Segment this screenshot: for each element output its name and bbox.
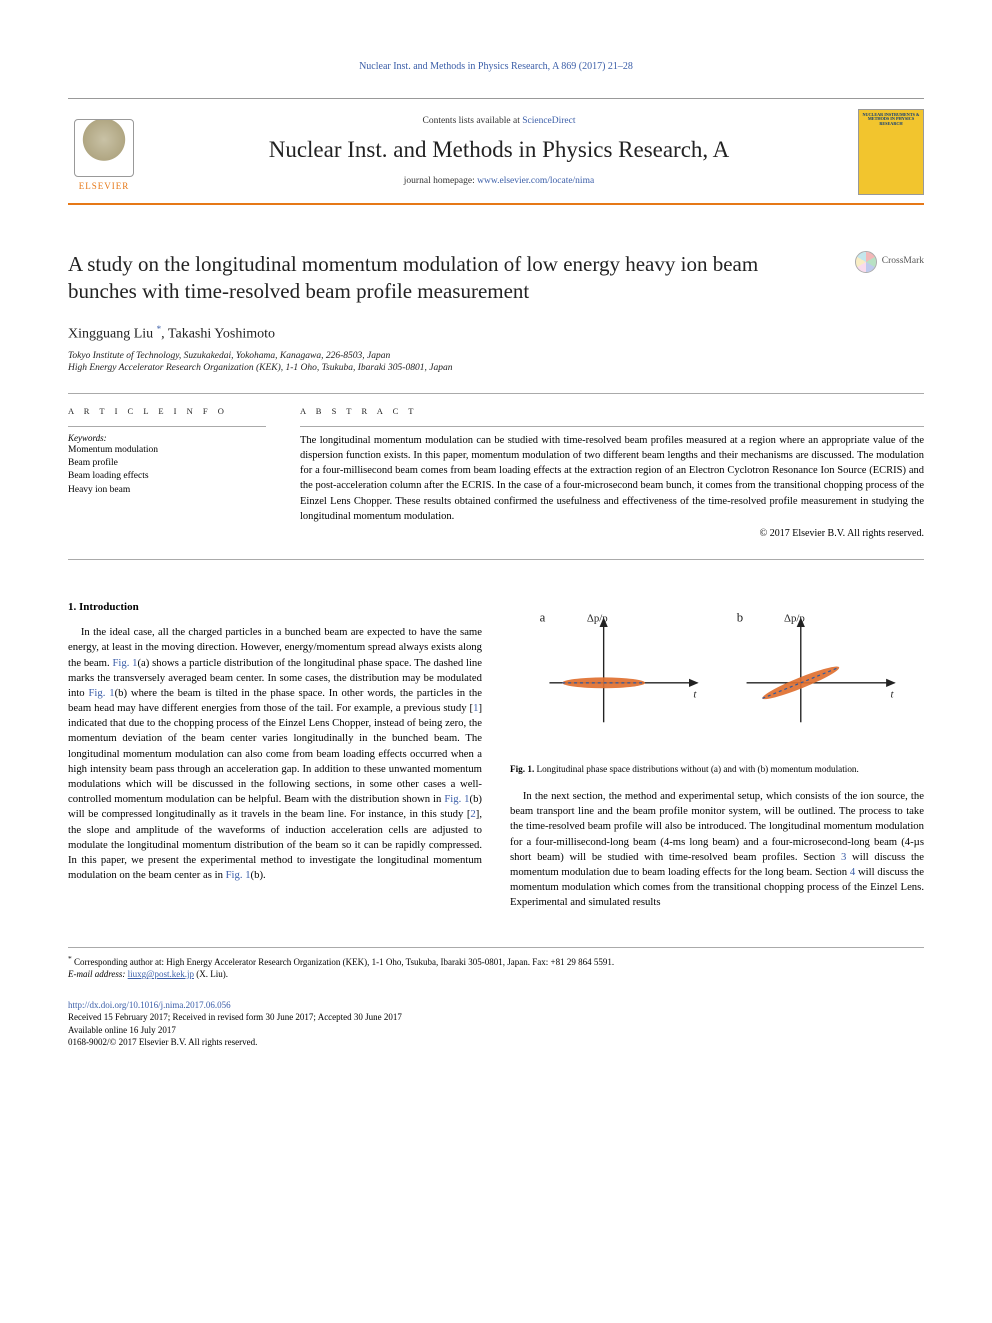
- x-axis-label-b: t: [890, 688, 894, 700]
- footnotes: * Corresponding author at: High Energy A…: [68, 947, 924, 981]
- article-info-label: A R T I C L E I N F O: [68, 406, 266, 417]
- authors-line: Xingguang Liu *, Takashi Yoshimoto: [68, 323, 924, 345]
- masthead-center: Contents lists available at ScienceDirec…: [154, 115, 844, 188]
- abstract-block: A B S T R A C T The longitudinal momentu…: [300, 406, 924, 540]
- doi-block: http://dx.doi.org/10.1016/j.nima.2017.06…: [68, 999, 924, 1049]
- article-info-block: A R T I C L E I N F O Keywords: Momentum…: [68, 406, 266, 540]
- crossmark-label: CrossMark: [882, 255, 924, 268]
- keyword: Momentum modulation: [68, 444, 266, 457]
- right-column: a Δp/p t b Δp/p t Fig. 1. Fig. 1.: [510, 600, 924, 911]
- sciencedirect-link[interactable]: ScienceDirect: [522, 116, 575, 126]
- keyword: Beam profile: [68, 457, 266, 470]
- email-link[interactable]: liuxg@post.kek.jp: [128, 969, 194, 979]
- figure-1: a Δp/p t b Δp/p t Fig. 1. Fig. 1.: [510, 604, 924, 775]
- keywords-list: Momentum modulation Beam profile Beam lo…: [68, 444, 266, 497]
- corresponding-footnote: * Corresponding author at: High Energy A…: [68, 954, 924, 969]
- fig1-link[interactable]: Fig. 1: [444, 793, 469, 805]
- keywords-label: Keywords:: [68, 426, 266, 444]
- divider: [68, 393, 924, 394]
- affiliations: Tokyo Institute of Technology, Suzukaked…: [68, 350, 924, 376]
- journal-cover-thumb: NUCLEAR INSTRUMENTS & METHODS IN PHYSICS…: [858, 109, 924, 195]
- running-header: Nuclear Inst. and Methods in Physics Res…: [68, 60, 924, 74]
- journal-masthead: ELSEVIER Contents lists available at Sci…: [68, 98, 924, 205]
- contents-line: Contents lists available at ScienceDirec…: [154, 115, 844, 128]
- fig1-link[interactable]: Fig. 1: [112, 657, 137, 669]
- figure-1-svg: a Δp/p t b Δp/p t: [510, 604, 924, 752]
- author-2: Takashi Yoshimoto: [168, 327, 275, 342]
- divider: [68, 559, 924, 560]
- journal-homepage-line: journal homepage: www.elsevier.com/locat…: [154, 175, 844, 188]
- intro-paragraph: In the ideal case, all the charged parti…: [68, 625, 482, 883]
- fig1-link[interactable]: Fig. 1: [88, 687, 114, 699]
- x-axis-label-a: t: [693, 688, 697, 700]
- col2-paragraph: In the next section, the method and expe…: [510, 789, 924, 911]
- crossmark-icon: [855, 251, 877, 273]
- body-columns: 1. Introduction In the ideal case, all t…: [68, 600, 924, 911]
- corresponding-marker: *: [157, 324, 162, 334]
- received-line: Received 15 February 2017; Received in r…: [68, 1011, 924, 1024]
- citation-text: Nuclear Inst. and Methods in Physics Res…: [359, 61, 633, 72]
- info-abstract-row: A R T I C L E I N F O Keywords: Momentum…: [68, 406, 924, 540]
- fig1-link[interactable]: Fig. 1: [226, 869, 251, 881]
- crossmark-badge[interactable]: CrossMark: [855, 251, 924, 273]
- elsevier-logo: ELSEVIER: [68, 111, 140, 193]
- panel-a-label: a: [540, 610, 546, 624]
- journal-title: Nuclear Inst. and Methods in Physics Res…: [154, 134, 844, 165]
- affiliation-2: High Energy Accelerator Research Organiz…: [68, 362, 924, 375]
- elsevier-tree-icon: [74, 119, 134, 177]
- keyword: Beam loading effects: [68, 470, 266, 483]
- abstract-copyright: © 2017 Elsevier B.V. All rights reserved…: [300, 527, 924, 541]
- author-1: Xingguang Liu: [68, 327, 153, 342]
- abstract-label: A B S T R A C T: [300, 406, 924, 417]
- figure-1-caption: Fig. 1. Fig. 1. Longitudinal phase space…: [510, 763, 924, 775]
- panel-b-label: b: [737, 610, 743, 624]
- keyword: Heavy ion beam: [68, 484, 266, 497]
- online-line: Available online 16 July 2017: [68, 1024, 924, 1037]
- issn-line: 0168-9002/© 2017 Elsevier B.V. All right…: [68, 1036, 924, 1049]
- left-column: 1. Introduction In the ideal case, all t…: [68, 600, 482, 911]
- intro-heading: 1. Introduction: [68, 600, 482, 616]
- y-axis-label-a: Δp/p: [587, 612, 608, 624]
- abstract-text: The longitudinal momentum modulation can…: [300, 426, 924, 524]
- journal-homepage-link[interactable]: www.elsevier.com/locate/nima: [477, 176, 594, 186]
- y-axis-label-b: Δp/p: [784, 612, 805, 624]
- email-footnote: E-mail address: liuxg@post.kek.jp (X. Li…: [68, 968, 924, 981]
- elsevier-label: ELSEVIER: [79, 180, 130, 192]
- affiliation-1: Tokyo Institute of Technology, Suzukaked…: [68, 350, 924, 363]
- doi-link[interactable]: http://dx.doi.org/10.1016/j.nima.2017.06…: [68, 1000, 231, 1010]
- article-title: A study on the longitudinal momentum mod…: [68, 251, 808, 306]
- article-header: A study on the longitudinal momentum mod…: [68, 251, 924, 306]
